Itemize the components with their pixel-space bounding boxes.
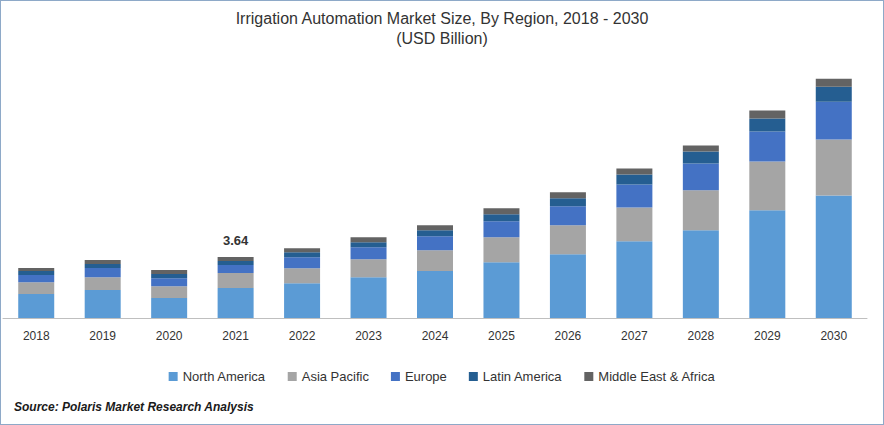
svg-text:2024: 2024 [422, 329, 449, 343]
svg-text:2030: 2030 [820, 329, 847, 343]
svg-text:2023: 2023 [355, 329, 382, 343]
svg-text:2020: 2020 [156, 329, 183, 343]
svg-text:2022: 2022 [289, 329, 316, 343]
svg-text:2029: 2029 [754, 329, 781, 343]
svg-text:2026: 2026 [555, 329, 582, 343]
svg-text:Irrigation Automation Market S: Irrigation Automation Market Size, By Re… [236, 10, 649, 27]
svg-text:Middle East & Africa: Middle East & Africa [598, 369, 715, 384]
svg-text:2027: 2027 [621, 329, 648, 343]
svg-text:2019: 2019 [89, 329, 116, 343]
svg-text:Source: Polaris Market Researc: Source: Polaris Market Research Analysis [14, 400, 254, 414]
svg-text:Asia Pacific: Asia Pacific [302, 369, 370, 384]
svg-text:(USD Billion): (USD Billion) [396, 30, 488, 47]
svg-text:Latin America: Latin America [483, 369, 563, 384]
svg-text:North America: North America [183, 369, 266, 384]
svg-text:2028: 2028 [687, 329, 714, 343]
svg-text:2018: 2018 [23, 329, 50, 343]
svg-text:Europe: Europe [405, 369, 447, 384]
svg-text:3.64: 3.64 [223, 233, 249, 248]
svg-text:2021: 2021 [222, 329, 249, 343]
svg-text:2025: 2025 [488, 329, 515, 343]
